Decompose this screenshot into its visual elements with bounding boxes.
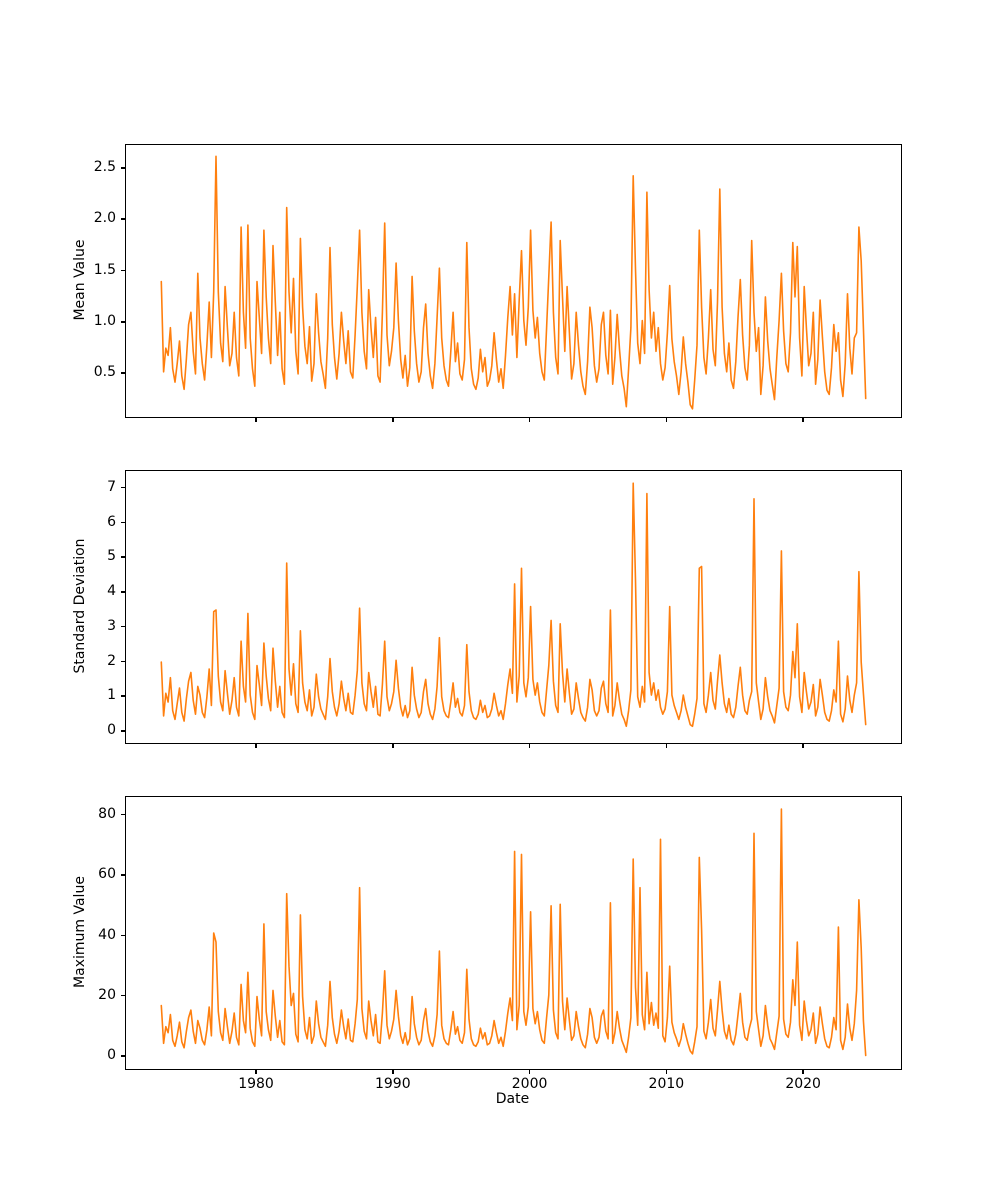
y-tick-label: 20 <box>98 986 116 1003</box>
y-tick-label: 40 <box>98 926 116 943</box>
maximum-value-series-line <box>160 808 867 1057</box>
y-tick-label: 2.5 <box>93 159 116 176</box>
y-tick-label: 0.5 <box>93 364 116 381</box>
y-tick-label: 60 <box>98 866 116 883</box>
y-tick-mark <box>121 269 125 272</box>
y-tick-mark <box>121 934 125 937</box>
y-tick-label: 2.0 <box>93 210 116 227</box>
y-tick-mark <box>121 521 125 524</box>
x-tick-mark <box>802 744 804 748</box>
subplot-maximum-value <box>125 796 902 1070</box>
y-tick-mark <box>121 660 125 663</box>
y-tick-mark <box>121 372 125 374</box>
x-tick-mark <box>255 744 257 748</box>
y-tick-mark <box>121 813 125 816</box>
y-tick-label: 5 <box>107 548 116 565</box>
y-tick-mark <box>121 695 125 697</box>
x-tick-mark <box>528 744 531 748</box>
x-tick-mark <box>255 418 257 422</box>
standard-deviation-chart-svg <box>160 482 867 728</box>
x-tick-mark <box>528 1070 531 1074</box>
y-tick-label: 2 <box>107 652 116 669</box>
y-tick-mark <box>121 591 125 593</box>
x-tick-mark <box>392 744 394 748</box>
y-tick-mark <box>121 730 125 732</box>
x-tick-mark <box>392 1070 394 1074</box>
x-tick-mark <box>255 1070 257 1074</box>
x-tick-mark <box>665 744 668 748</box>
standard-deviation-series-line <box>160 482 867 728</box>
y-tick-mark <box>121 625 125 628</box>
x-tick-mark <box>802 418 804 422</box>
x-tick-label: 1980 <box>238 1076 274 1092</box>
y-tick-label: 7 <box>107 478 116 495</box>
y-tick-label: 0 <box>107 722 116 739</box>
x-axis-label: Date <box>495 1091 530 1107</box>
y-tick-label: 3 <box>107 617 116 634</box>
y-tick-mark <box>121 874 125 876</box>
y-tick-mark <box>121 1055 125 1057</box>
x-tick-mark <box>528 418 531 422</box>
maximum-value-chart-svg <box>160 808 867 1057</box>
x-tick-mark <box>392 418 394 422</box>
x-tick-mark <box>802 1070 804 1074</box>
y-tick-label: 1.5 <box>93 261 116 278</box>
mean-value-series-line <box>160 155 867 410</box>
mean-value-chart-svg <box>160 155 867 410</box>
y-tick-label: 80 <box>98 805 116 822</box>
x-tick-label: 2000 <box>511 1076 548 1092</box>
y-tick-label: 1.0 <box>93 313 116 330</box>
subplot-mean-value <box>125 144 902 418</box>
y-tick-label: 4 <box>107 583 116 600</box>
y-tick-mark <box>121 556 125 558</box>
y-axis-label-mean-value: Mean Value <box>72 239 88 321</box>
x-tick-mark <box>665 1070 668 1074</box>
y-tick-label: 0 <box>107 1047 116 1064</box>
x-tick-label: 1990 <box>374 1076 411 1092</box>
y-tick-mark <box>121 994 125 997</box>
y-tick-mark <box>121 167 125 169</box>
x-tick-label: 2010 <box>648 1076 685 1092</box>
x-tick-label: 2020 <box>785 1076 821 1092</box>
y-tick-label: 6 <box>107 513 116 530</box>
y-tick-label: 1 <box>107 687 116 704</box>
y-tick-mark <box>121 486 125 489</box>
y-tick-mark <box>121 218 125 220</box>
y-tick-mark <box>121 321 125 323</box>
subplot-standard-deviation <box>125 470 902 744</box>
x-tick-mark <box>665 418 668 422</box>
